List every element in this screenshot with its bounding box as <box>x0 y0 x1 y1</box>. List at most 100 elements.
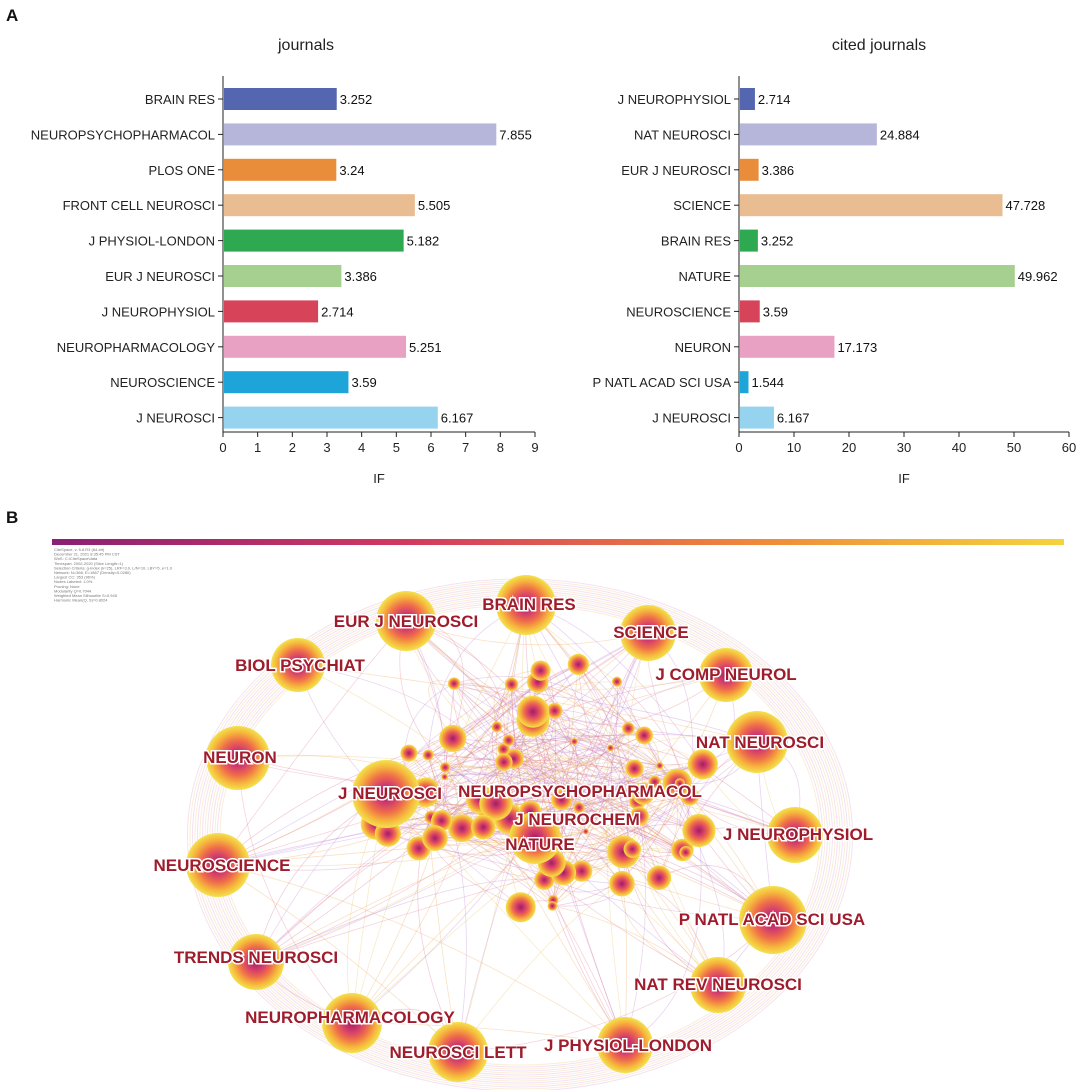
node-label: NEUROPHARMACOLOGY <box>245 1008 455 1027</box>
network-node <box>186 833 250 897</box>
info-line: Pruning: None <box>54 584 80 589</box>
network-node <box>479 786 513 821</box>
network-edge <box>255 747 611 963</box>
info-line: CiteSpace, v. 5.8.R3 (64-bit) <box>54 547 105 552</box>
network-node <box>609 870 635 897</box>
category-label: J NEUROPHYSIOL <box>102 304 215 319</box>
network-edge <box>552 674 727 907</box>
network-node <box>570 737 578 746</box>
network-edge <box>511 684 586 832</box>
bar <box>740 371 749 394</box>
network-node <box>546 702 563 719</box>
network-edge <box>452 738 680 784</box>
data-label: 47.728 <box>1006 198 1046 213</box>
bar <box>740 194 1003 217</box>
node-label: J PHYSIOL-LONDON <box>544 1036 712 1055</box>
network-edge <box>503 743 564 800</box>
network-edge <box>573 728 629 763</box>
network-node <box>567 653 589 676</box>
network-edge <box>453 683 623 884</box>
category-label: J NEUROSCI <box>136 411 215 426</box>
node-label: BRAIN RES <box>482 595 576 614</box>
network-node <box>726 711 788 773</box>
network-node <box>504 677 519 692</box>
network-edge <box>563 807 586 837</box>
x-tick-label: 2 <box>289 440 296 455</box>
data-label: 5.251 <box>409 340 442 355</box>
network-edge <box>351 1022 626 1046</box>
network-edge <box>500 774 580 808</box>
panel-a-letter: A <box>6 6 19 25</box>
network-edge <box>444 772 640 817</box>
info-line: Nodes Labeled: 1.0% <box>54 579 93 584</box>
x-axis-label: IF <box>373 471 385 486</box>
network-node <box>648 775 661 789</box>
chart-title: cited journals <box>832 37 926 54</box>
network-edge <box>237 755 796 836</box>
info-line: Harmonic Mean(Q, S)=0.8024 <box>54 598 108 603</box>
data-label: 7.855 <box>499 127 532 142</box>
network-edge <box>508 740 686 853</box>
network-node <box>439 724 467 753</box>
network-edge <box>503 728 629 775</box>
network-edge <box>441 774 470 822</box>
network-edge <box>503 748 563 800</box>
network-edge <box>408 752 554 901</box>
network-edge <box>490 754 635 803</box>
network-info: CiteSpace, v. 5.8.R3 (64-bit)December 21… <box>54 547 173 603</box>
node-label: J NEUROSCI <box>338 784 442 803</box>
network-edge <box>552 741 758 907</box>
network-edge <box>563 728 629 873</box>
network-edge <box>452 738 640 817</box>
network-node <box>646 865 672 891</box>
network-node <box>622 722 635 735</box>
bar <box>740 158 759 181</box>
x-tick-label: 7 <box>462 440 469 455</box>
network-edge <box>453 683 635 770</box>
network-edge <box>491 670 541 792</box>
network-edge <box>297 664 531 813</box>
network-edge <box>441 820 774 921</box>
network-node <box>679 845 693 859</box>
network-node <box>428 1022 488 1082</box>
node-label: TRENDS NEUROSCI <box>174 948 338 967</box>
node-label: NEUROPSYCHOPHARMACOL <box>458 782 702 801</box>
node-label: NAT NEUROSCI <box>696 733 824 752</box>
node-label: NEUROSCI LETT <box>390 1043 528 1062</box>
network-node <box>422 825 448 851</box>
category-label: NEUROPHARMACOLOGY <box>57 340 216 355</box>
network-edge <box>441 735 645 822</box>
info-line: Largest CC: 353 (96%) <box>54 575 96 580</box>
network-edge <box>237 757 353 1024</box>
category-label: J NEUROPHYSIOL <box>618 92 731 107</box>
bar <box>224 229 404 252</box>
network-edge <box>513 758 686 853</box>
category-label: J PHYSIOL-LONDON <box>89 234 215 249</box>
category-label: NEUROSCIENCE <box>110 375 215 390</box>
data-label: 1.544 <box>751 375 784 390</box>
x-tick-label: 0 <box>735 440 742 455</box>
info-line: Timespan: 2002-2020 (Slice Length=1) <box>54 561 124 566</box>
data-label: 2.714 <box>758 92 791 107</box>
bar <box>740 229 758 252</box>
network-edge <box>297 664 758 743</box>
info-line: Weighted Mean Silhouette S=0.945 <box>54 593 118 598</box>
info-line: Modularity Q=0.7044 <box>54 588 92 593</box>
category-label: NEURON <box>675 340 731 355</box>
network-edge <box>430 664 579 818</box>
network-edge <box>479 762 681 800</box>
network-edge <box>605 681 626 1046</box>
category-label: NAT NEUROSCI <box>634 127 731 142</box>
data-label: 3.59 <box>763 304 788 319</box>
network-node <box>495 753 513 771</box>
category-label: BRAIN RES <box>661 234 731 249</box>
category-label: NEUROSCIENCE <box>626 304 731 319</box>
network-edge <box>496 777 644 794</box>
bar-charts: journals 0 1 2 3 4 5 6 7 8 9 IF BRAIN RES 3.252 NEUROP… <box>31 37 1076 486</box>
network-edge <box>508 734 611 749</box>
network-edge <box>563 783 680 873</box>
network-node <box>352 760 420 828</box>
network-edge <box>217 848 419 871</box>
network-edge <box>503 748 678 785</box>
category-label: BRAIN RES <box>145 92 215 107</box>
